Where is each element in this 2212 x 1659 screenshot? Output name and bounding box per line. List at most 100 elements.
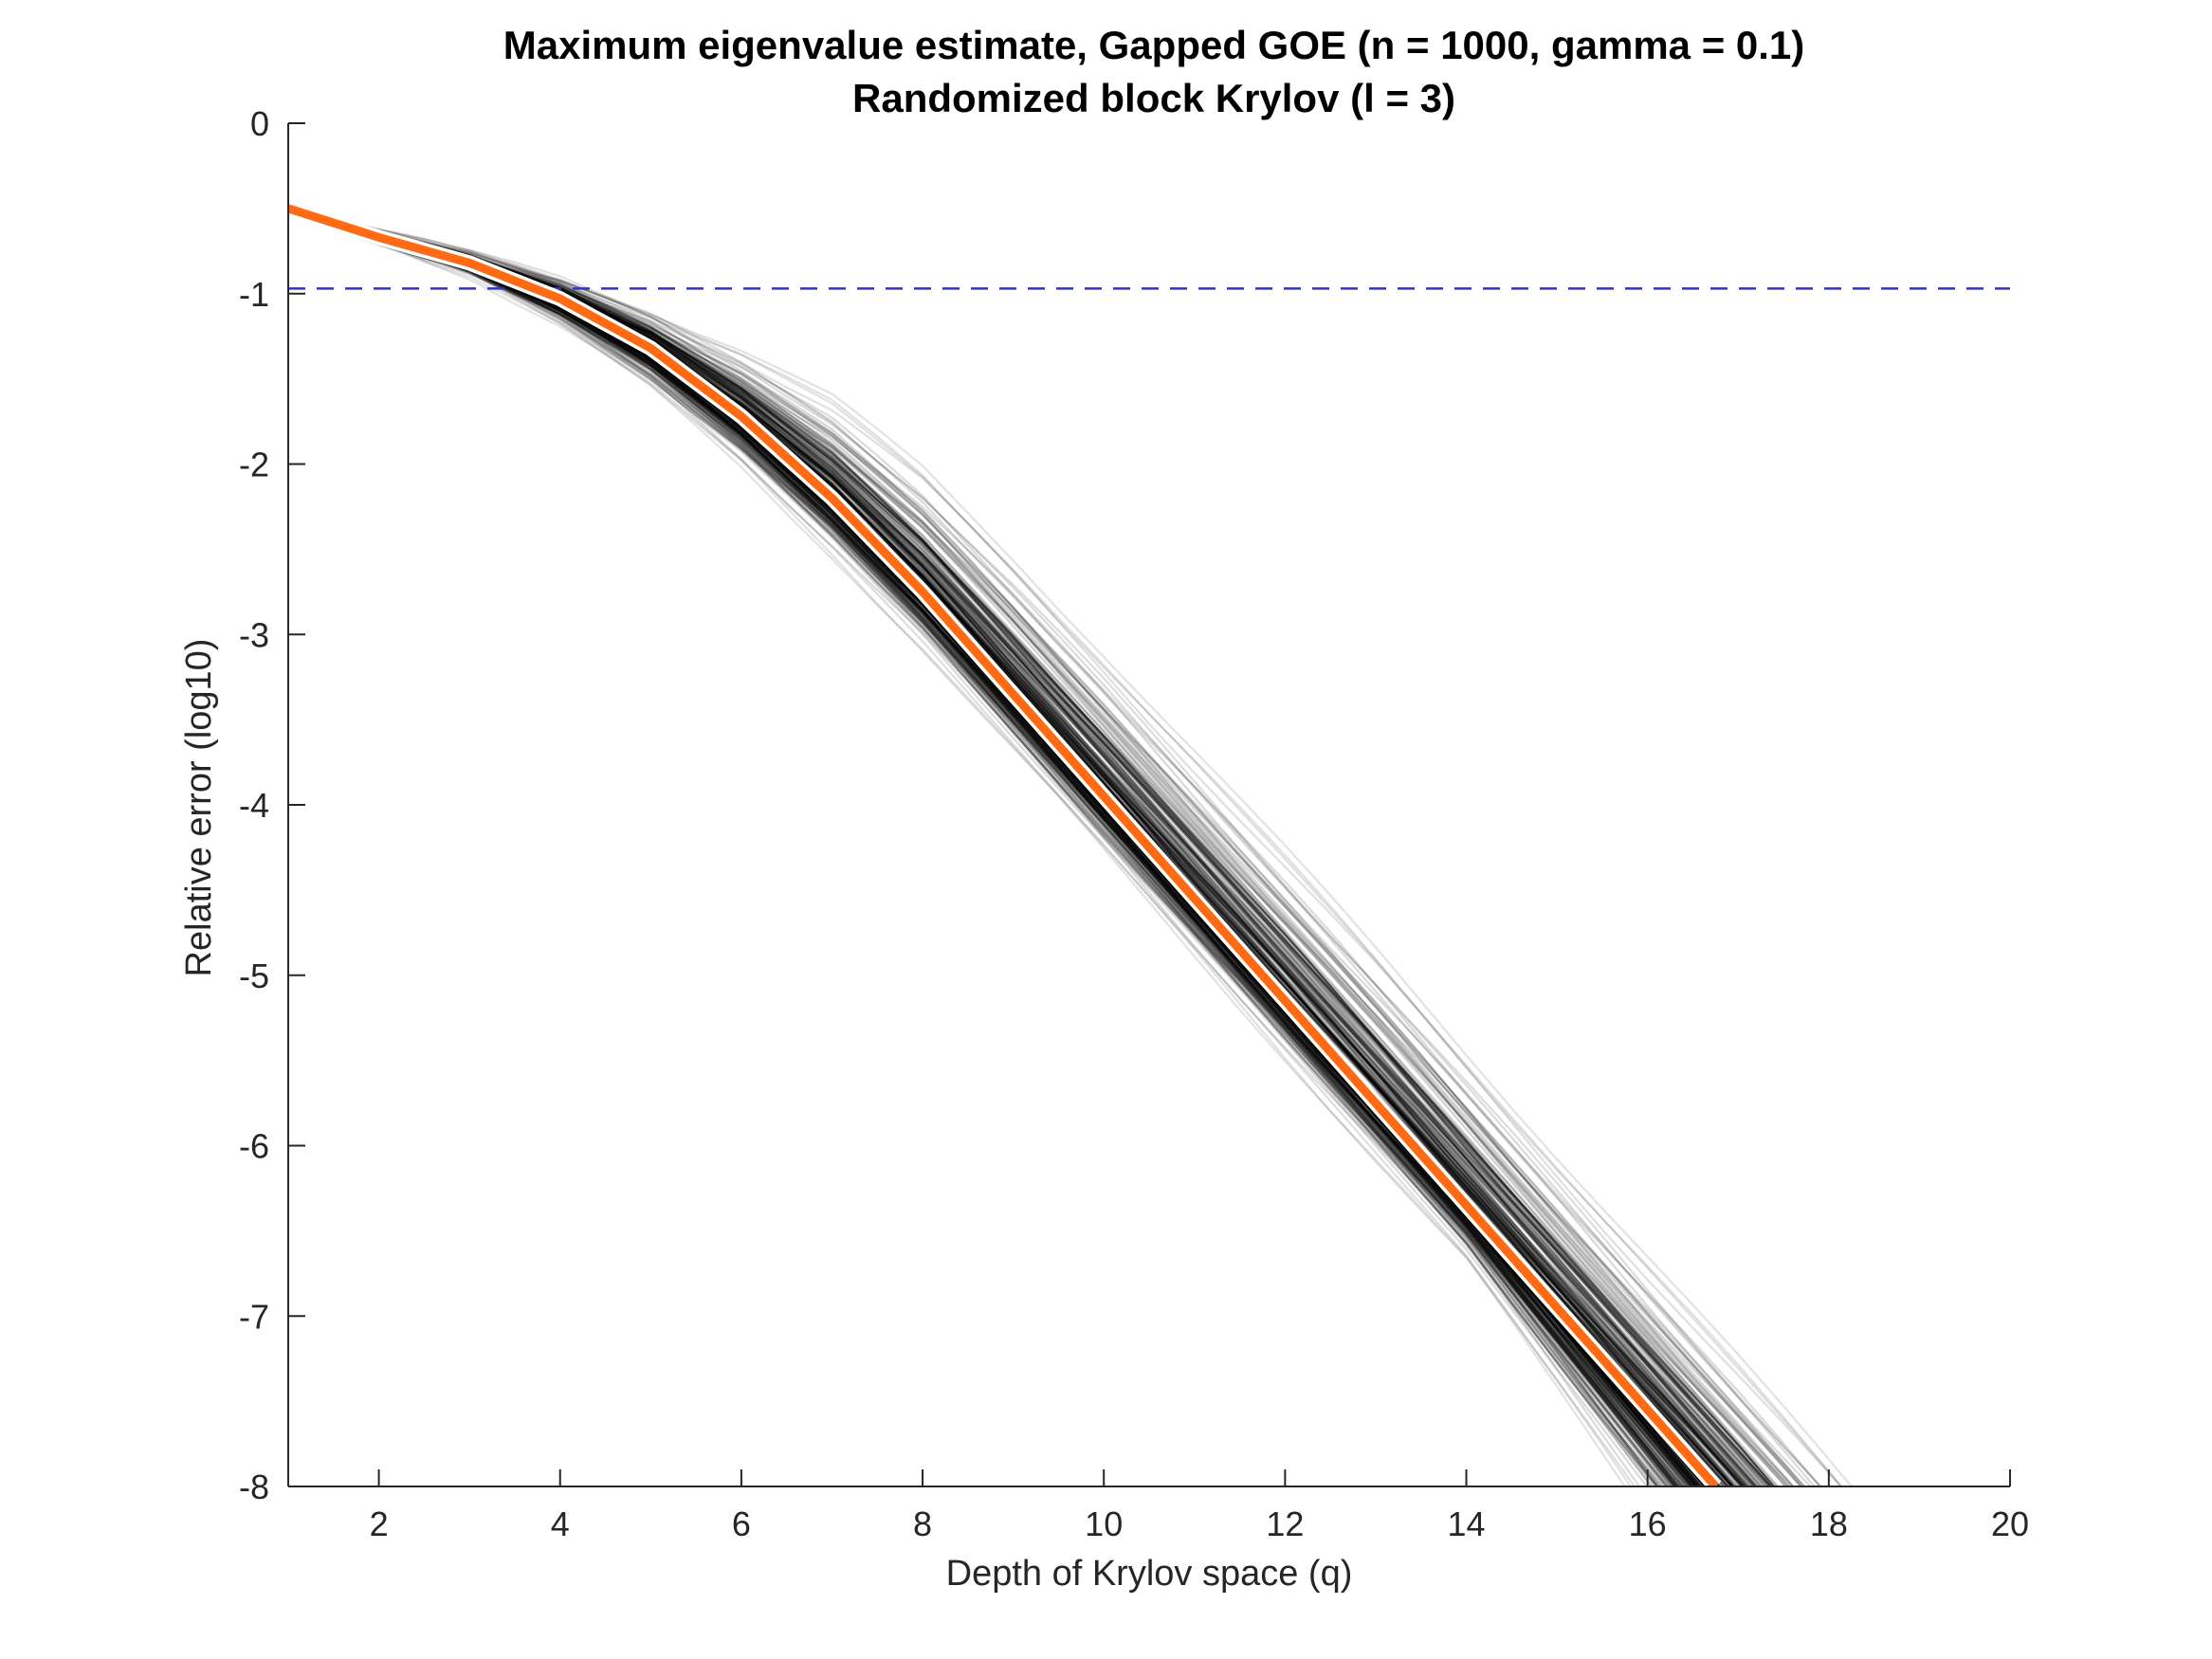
trial-line [288,207,1702,1486]
trial-line [288,207,1675,1486]
trial-line [288,207,1773,1486]
trial-line [288,207,1854,1486]
trial-line [288,207,1677,1486]
trial-line [288,207,1802,1486]
trial-line [288,207,1694,1486]
trial-line [288,207,1668,1486]
median-line [288,204,1719,1486]
x-tick-label: 10 [1085,1504,1123,1543]
trial-line [288,207,1674,1486]
trial-line [288,207,1680,1486]
trial-line [288,207,1791,1486]
x-tick-label: 8 [913,1504,932,1543]
trial-line [288,207,1803,1486]
trial-line [288,207,1795,1486]
trial-line [288,207,1672,1486]
y-tick-label: -8 [239,1468,269,1506]
x-tick-label: 14 [1448,1504,1486,1543]
trial-line [288,207,1822,1486]
x-tick-label: 2 [370,1504,389,1543]
trial-line [288,207,1656,1486]
x-tick-label: 12 [1266,1504,1304,1543]
trial-line [288,207,1741,1486]
axes: 2 4 6 8 10 12 14 16 18 20 0 -1 -2 -3 -4 -5 -6 -7 -8 [239,104,2029,1543]
x-tick-label: 20 [1991,1504,2029,1543]
trial-line [288,207,1662,1486]
trial-line [288,207,1795,1486]
x-tick-label: 16 [1629,1504,1667,1543]
trial-line [288,207,1842,1486]
trial-line [288,207,1669,1486]
trial-line [288,207,1678,1486]
chart-title: Maximum eigenvalue estimate, Gapped GOE … [503,23,1805,67]
x-axis-label: Depth of Krylov space (q) [946,1554,1353,1594]
y-tick-label: -5 [239,957,269,995]
trial-line [288,207,1773,1486]
trial-line [288,207,1664,1486]
y-tick-label: -7 [239,1297,269,1336]
trial-line [288,207,1843,1486]
trial-line [288,207,1658,1486]
trial-line [288,207,1666,1486]
trial-line [288,207,1684,1486]
trial-line [288,207,1649,1486]
trial-line [288,207,1669,1486]
trial-line [288,207,1676,1486]
trial-line [288,207,1676,1486]
trial-line [288,207,1654,1486]
trial-line [288,207,1688,1486]
trial-line [288,207,1676,1486]
chart-subtitle: Randomized block Krylov (l = 3) [852,76,1455,120]
y-tick-label: -3 [239,615,269,654]
y-tick-label: -6 [239,1127,269,1166]
trial-line [288,207,1806,1486]
trial-line [288,207,1653,1486]
trial-line [288,207,1626,1486]
trial-line [288,207,1641,1486]
y-tick-label: 0 [250,104,269,143]
trial-line [288,207,1633,1486]
trial-line [288,207,1813,1486]
trial-line [288,207,1788,1486]
trial-line [288,207,1682,1486]
trial-line [288,207,1843,1486]
trial-line [288,207,1663,1486]
trial-line [288,207,1660,1486]
trial-line [288,207,1748,1486]
trial-line [288,207,1806,1486]
trial-line [288,207,1821,1486]
trial-line [288,207,1773,1486]
trial-line [288,207,1659,1486]
trial-line [288,207,1673,1486]
trial-line [288,207,1636,1486]
trial-line [288,207,1680,1486]
y-tick-label: -1 [239,275,269,314]
y-tick-label: -4 [239,786,269,825]
trial-line [288,207,1817,1486]
trial-line [288,207,1672,1486]
trial-line [288,207,1660,1486]
trial-line [288,207,1692,1486]
trial-line [288,207,1679,1486]
trial-line [288,207,1659,1486]
trial-line [288,207,1751,1486]
trial-line [288,207,1771,1486]
trial-line [288,207,1678,1486]
x-tick-label: 6 [732,1504,751,1543]
trial-line [288,207,1780,1486]
trial-line [288,207,1823,1486]
x-tick-label: 18 [1810,1504,1848,1543]
trial-line [288,207,1668,1486]
trial-line [288,207,1771,1486]
trial-line [288,207,1754,1486]
x-tick-label: 4 [551,1504,570,1543]
trial-line [288,207,1792,1486]
y-axis-label: Relative error (log10) [179,639,219,977]
trial-line [288,207,1770,1486]
trial-line [288,207,1658,1486]
y-tick-label: -2 [239,446,269,484]
median-line-layer [288,201,1722,1486]
trial-line [288,207,1659,1486]
